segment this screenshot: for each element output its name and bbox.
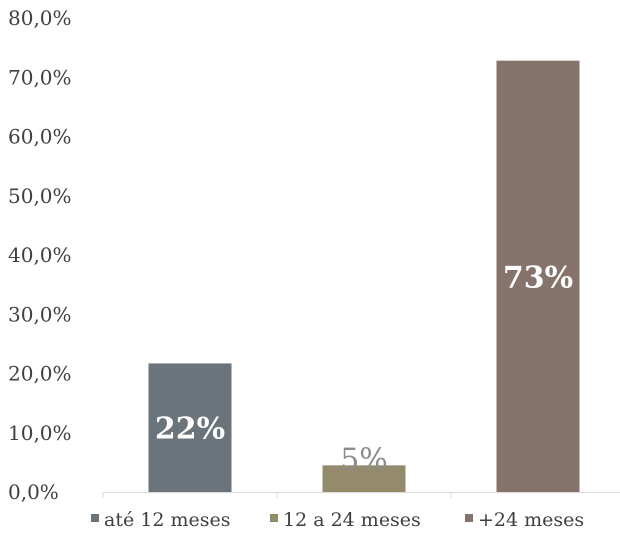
- y-axis-ticks: 0,0% 10,0% 20,0% 30,0% 40,0% 50,0% 60,0% 70,0% 8…: [8, 6, 72, 504]
- data-label: 22%: [155, 412, 225, 447]
- y-tick-label: 20,0%: [8, 362, 72, 386]
- bar: [322, 465, 406, 492]
- legend-swatch: [465, 514, 473, 522]
- y-tick-label: 0,0%: [8, 480, 59, 504]
- legend-swatch: [91, 514, 99, 522]
- legend: até 12 meses 12 a 24 meses +24 meses: [91, 509, 584, 531]
- legend-item: 12 a 24 meses: [270, 509, 421, 531]
- bars: [148, 60, 580, 492]
- legend-label: até 12 meses: [104, 509, 230, 531]
- data-label: 73%: [503, 260, 573, 295]
- legend-label: 12 a 24 meses: [283, 509, 421, 531]
- y-tick-label: 10,0%: [8, 421, 72, 445]
- legend-label: +24 meses: [478, 509, 584, 531]
- x-axis-tick-marks: [102, 492, 452, 498]
- data-labels: 22% 5% 73%: [155, 260, 573, 477]
- legend-swatch: [270, 514, 278, 522]
- data-label: 5%: [340, 442, 388, 477]
- y-tick-label: 30,0%: [8, 302, 72, 326]
- legend-item: até 12 meses: [91, 509, 230, 531]
- y-tick-label: 70,0%: [8, 65, 72, 89]
- bar: [496, 60, 580, 492]
- legend-item: +24 meses: [465, 509, 584, 531]
- y-tick-label: 60,0%: [8, 125, 72, 149]
- y-tick-label: 80,0%: [8, 6, 72, 30]
- y-tick-label: 50,0%: [8, 184, 72, 208]
- bar: [148, 363, 232, 492]
- y-tick-label: 40,0%: [8, 243, 72, 267]
